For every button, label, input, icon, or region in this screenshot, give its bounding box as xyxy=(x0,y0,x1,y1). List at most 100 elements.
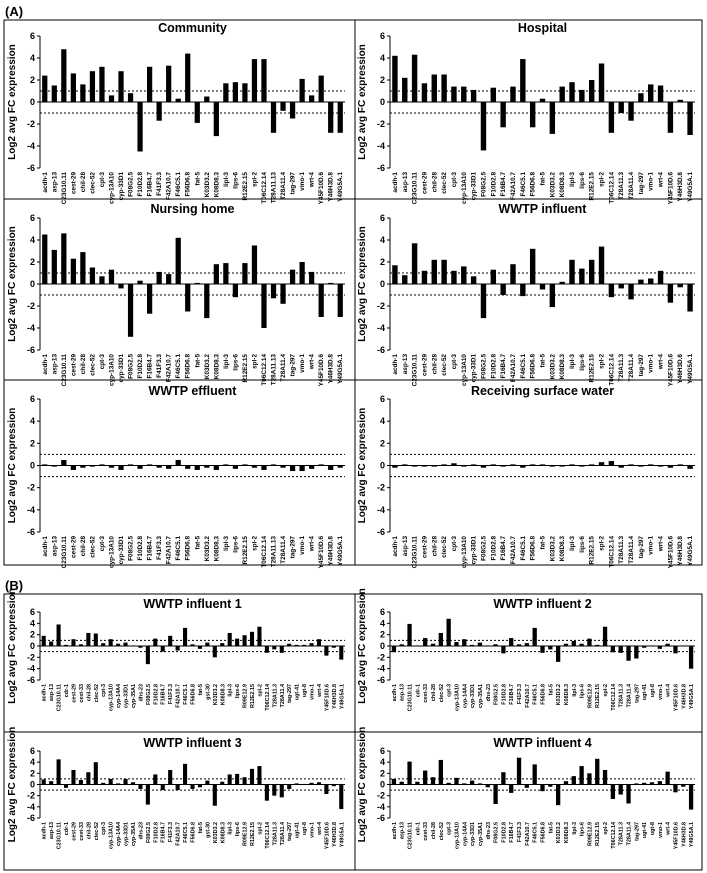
bar xyxy=(270,284,277,299)
x-tick-label: cdr-1 xyxy=(64,684,70,697)
x-tick-label: F08G2.5 xyxy=(128,354,135,379)
x-tick-label: spl-2 xyxy=(599,172,606,187)
bar xyxy=(608,461,615,466)
bar xyxy=(618,284,624,289)
chart-title: WWTP influent 1 xyxy=(143,597,241,611)
x-tick-label: spl-2 xyxy=(599,536,606,551)
x-tick-label: acdh-1 xyxy=(392,172,399,193)
bar xyxy=(51,249,57,284)
bar xyxy=(407,623,412,646)
panel-b-label: (B) xyxy=(5,578,23,593)
bar xyxy=(220,781,225,785)
y-tick-label: 2 xyxy=(30,768,35,778)
x-tick-label: spl-2 xyxy=(251,354,258,369)
x-tick-label: spl-2 xyxy=(603,684,609,697)
x-tick-label: K08D8.3 xyxy=(559,172,566,198)
bar xyxy=(555,784,561,806)
bar xyxy=(626,784,631,804)
bar xyxy=(337,284,343,317)
x-tick-label: K03D3.2 xyxy=(204,354,211,380)
bar xyxy=(469,780,475,785)
bar xyxy=(261,284,267,328)
bar xyxy=(71,769,76,785)
x-tick-label: fat-5 xyxy=(198,822,204,833)
x-tick-label: F16B4.7 xyxy=(147,354,154,379)
bar xyxy=(318,464,324,466)
x-tick-label: Y45F10D.6 xyxy=(673,684,679,711)
bar xyxy=(302,783,307,785)
bar xyxy=(510,264,516,284)
x-tick-label: C23G10.11 xyxy=(412,172,419,205)
x-tick-label: R09E12.9 xyxy=(243,684,249,708)
bar xyxy=(588,80,595,102)
x-tick-label: T06C12.14 xyxy=(608,172,615,204)
chart-6: Receiving surface water Log2 avg FC expre… xyxy=(357,384,695,568)
x-tick-label: chil-28 xyxy=(80,172,87,193)
x-tick-label: K08D8.3 xyxy=(213,172,220,198)
x-tick-label: cyp-33D1 xyxy=(471,354,478,383)
chart-title: Receiving surface water xyxy=(471,384,614,398)
bar xyxy=(194,102,200,123)
y-tick-label: 6 xyxy=(380,31,385,41)
x-tick-label: T28A11.4 xyxy=(628,536,635,564)
x-tick-label: R09E12.9 xyxy=(243,822,249,846)
bar xyxy=(227,632,232,646)
x-tick-label: lips-6 xyxy=(579,354,586,371)
chart-5: WWTP effluent Log2 avg FC expression -6 -4 -… xyxy=(7,384,345,568)
bar xyxy=(108,639,113,646)
x-tick-label: T06C12.14 xyxy=(261,354,268,386)
bar xyxy=(638,279,644,284)
bar xyxy=(80,252,86,284)
bar xyxy=(223,464,229,466)
x-tick-label: K03D3.2 xyxy=(556,822,562,843)
x-tick-label: lipl-3 xyxy=(223,354,230,369)
x-tick-label: cest-33 xyxy=(79,822,85,841)
x-tick-label: F42A10.7 xyxy=(510,172,517,201)
x-tick-label: cyp-14A4 xyxy=(462,822,468,846)
bar xyxy=(80,84,86,102)
bar xyxy=(648,84,654,102)
bar xyxy=(411,465,418,467)
bar xyxy=(539,98,546,102)
bar xyxy=(500,465,506,467)
x-tick-label: T06C12.14 xyxy=(261,172,268,204)
bar xyxy=(638,93,644,102)
bar xyxy=(41,635,46,646)
bar xyxy=(49,641,54,646)
y-tick-label: 0 xyxy=(380,780,385,790)
x-tick-label: vmo-1 xyxy=(658,684,664,700)
x-tick-label: F16B4.7 xyxy=(161,822,167,843)
y-tick-label: -6 xyxy=(377,163,385,173)
bar xyxy=(421,270,428,284)
x-tick-label: F10D2.8 xyxy=(490,172,497,197)
x-tick-label: cdr-1 xyxy=(415,822,421,835)
bar xyxy=(480,465,487,468)
bar xyxy=(251,245,258,284)
y-axis-title: Log2 avg FC expression xyxy=(7,44,18,160)
bar xyxy=(289,102,296,119)
x-tick-label: Y46H3D.8 xyxy=(332,822,338,847)
y-axis-title: Log2 avg FC expression xyxy=(357,727,368,843)
bar xyxy=(78,644,83,646)
bar xyxy=(309,271,315,284)
x-tick-label: gst-30 xyxy=(205,822,211,838)
x-tick-label: ugt-8 xyxy=(302,822,308,835)
y-tick-label: 4 xyxy=(380,235,385,245)
bar xyxy=(642,782,647,785)
bar xyxy=(587,773,592,785)
bar xyxy=(571,640,576,646)
bar xyxy=(185,53,191,102)
y-tick-label: 0 xyxy=(30,780,35,790)
x-tick-label: acdh-1 xyxy=(42,354,49,375)
bar xyxy=(649,782,655,785)
x-tick-label: cpt-3 xyxy=(451,354,458,370)
bar xyxy=(454,642,459,646)
bar xyxy=(123,642,128,646)
bar xyxy=(648,464,654,466)
y-tick-label: -2 xyxy=(27,301,35,311)
bar xyxy=(146,284,153,314)
bar xyxy=(462,639,467,646)
bar xyxy=(56,624,61,646)
